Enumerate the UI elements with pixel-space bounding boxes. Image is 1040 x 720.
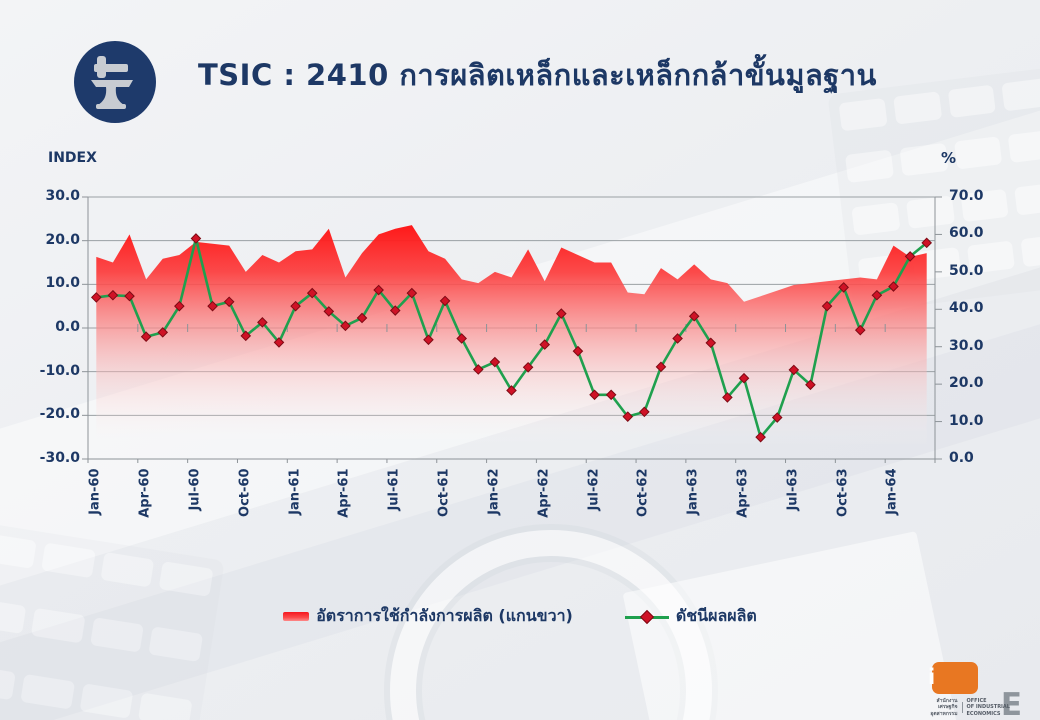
divider [961,701,963,713]
x-axis-tick-label: Oct-63 [835,468,851,517]
oie-orange-square-icon [932,662,978,694]
x-axis-tick-label: Jul-61 [386,468,402,511]
left-axis-tick-label: 0.0 [55,319,80,335]
left-axis-tick-label: -10.0 [39,362,80,379]
x-axis-tick-label: Apr-63 [735,468,751,518]
x-axis-tick-label: Jul-63 [785,468,801,511]
left-axis-tick-label: 10.0 [45,275,80,292]
left-axis-tick-label: -30.0 [39,450,80,466]
oie-monogram-e: E [1000,687,1022,720]
x-axis-tick-label: Jul-62 [586,468,602,511]
right-axis-tick-label: 0.0 [949,450,974,466]
x-axis-tick-label: Jul-60 [187,468,203,511]
x-axis-tick-label: Jan-61 [287,468,303,515]
right-axis-unit-label: % [941,149,957,167]
x-axis-tick-label: Apr-62 [536,468,552,518]
right-axis-tick-label: 50.0 [949,262,984,279]
page-title: TSIC : 2410 การผลิตเหล็กและเหล็กกล้าขั้น… [198,58,877,92]
chart-legend: อัตราการใช้กำลังการผลิต (แกนขวา) ดัชนีผล… [0,604,1040,629]
oie-monogram-i: i [928,665,936,689]
legend-item-production-index: ดัชนีผลผลิต [624,604,757,629]
x-axis-tick-label: Apr-60 [137,468,153,518]
left-axis-tick-label: 30.0 [45,188,80,204]
right-axis-tick-label: 70.0 [949,188,984,204]
red-area-swatch-icon [283,612,310,621]
oie-thai-name: สำนักงาน เศรษฐกิจอุตสาหกรรม [930,698,958,717]
right-axis-tick-label: 60.0 [949,225,984,242]
right-axis-tick-label: 10.0 [949,412,984,429]
right-axis-tick-label: 40.0 [949,300,984,317]
x-axis-tick-label: Jan-64 [884,468,900,515]
x-axis-tick-label: Oct-60 [237,468,253,517]
x-axis-tick-label: Oct-62 [635,468,651,517]
oie-caption: สำนักงาน เศรษฐกิจอุตสาหกรรม OFFICE OF IN… [918,698,1010,717]
steel-industry-logo [73,40,157,124]
legend-label: อัตราการใช้กำลังการผลิต (แกนขวา) [316,606,573,625]
legend-item-capacity-utilization: อัตราการใช้กำลังการผลิต (แกนขวา) [283,604,573,629]
legend-label: ดัชนีผลผลิต [675,606,757,625]
x-axis-tick-label: Jan-60 [87,468,103,515]
right-axis-tick-label: 30.0 [949,337,984,354]
anvil-hammer-icon [74,41,156,123]
left-axis-tick-label: -20.0 [39,406,80,423]
oie-english-name: OFFICE OF INDUSTRIAL ECONOMICS [966,698,1010,717]
x-axis-tick-label: Jan-63 [685,468,701,515]
x-axis-tick-label: Oct-61 [436,468,452,517]
right-axis-tick-label: 20.0 [949,375,984,392]
oie-logo: i E สำนักงาน เศรษฐกิจอุตสาหกรรม OFFICE O… [918,662,1022,720]
left-axis-unit-label: INDEX [48,150,97,166]
x-axis-tick-label: Apr-61 [336,468,352,518]
x-axis-tick-label: Jan-62 [486,468,502,515]
left-axis-tick-label: 20.0 [45,231,80,248]
green-line-diamond-swatch-icon [624,609,669,624]
